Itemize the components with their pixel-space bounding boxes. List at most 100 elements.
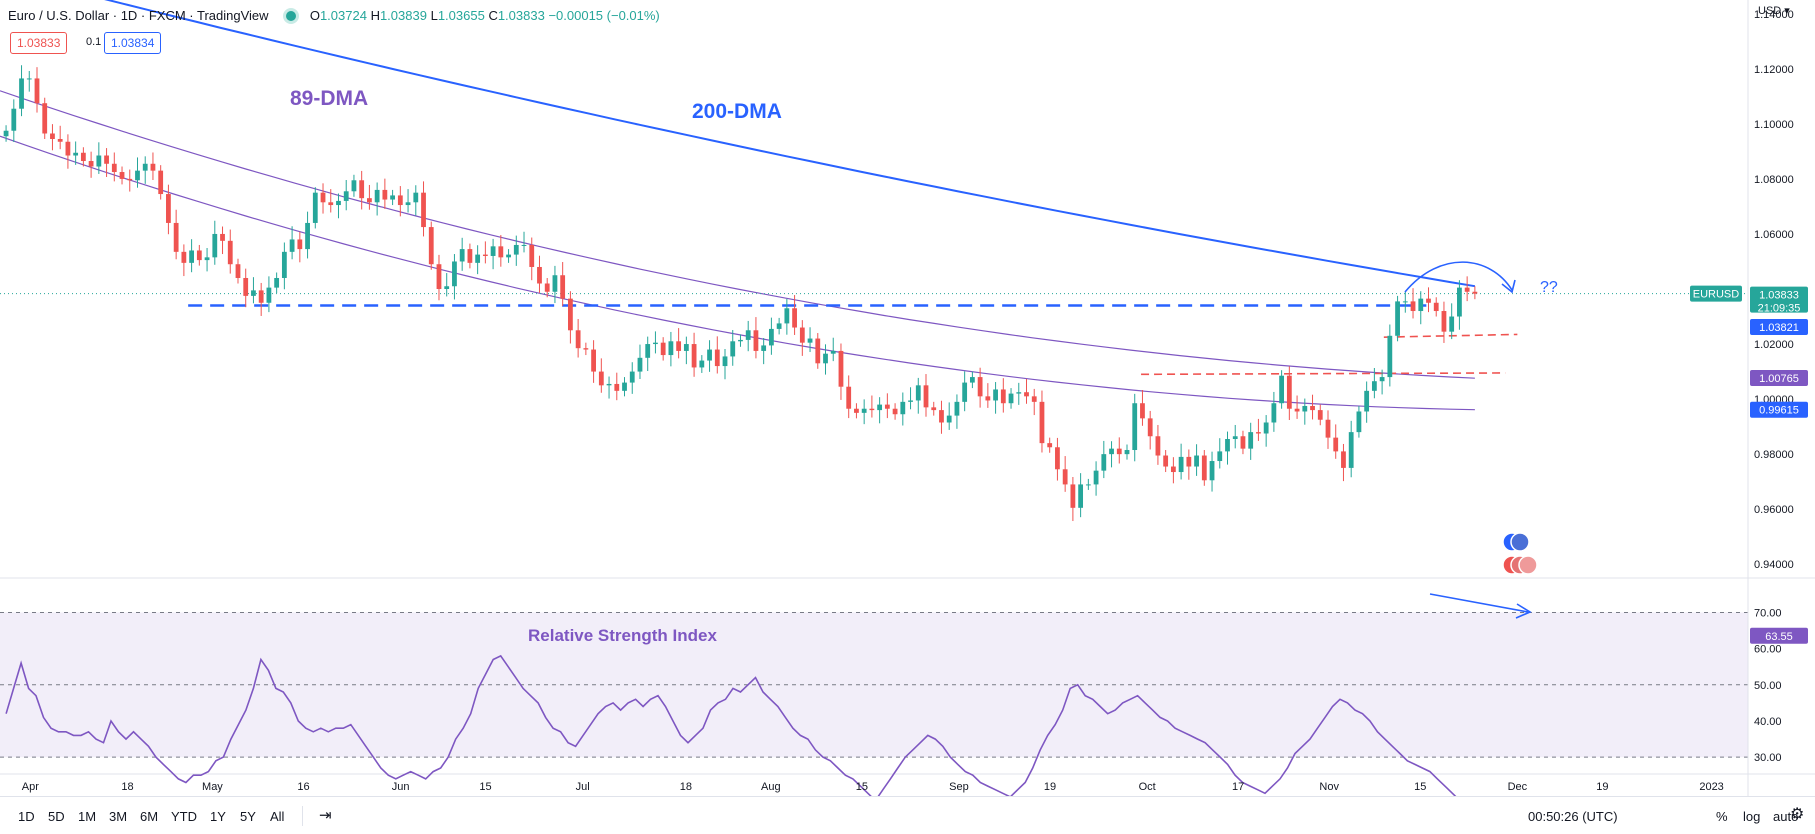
annotation-layer: 89-DMA 200-DMA?? Relative Strength Index — [290, 87, 1558, 645]
candle-body — [1356, 411, 1362, 433]
candle-body — [1047, 443, 1053, 448]
candle-body — [1294, 408, 1300, 412]
candle-body — [645, 344, 651, 358]
candle-body — [699, 360, 705, 368]
timeframe-3m[interactable]: 3M — [109, 809, 128, 824]
candle-body — [908, 400, 913, 402]
candle-body — [452, 261, 457, 287]
candle-body — [204, 257, 210, 261]
candle-body — [19, 78, 24, 109]
rsi-annotation: Relative Strength Index — [528, 626, 717, 645]
candle-body — [119, 172, 125, 179]
candle-body — [173, 222, 179, 252]
candle-body — [1348, 432, 1354, 468]
last-price-tag-text: 21:09:35 — [1758, 303, 1801, 315]
candle-body — [1387, 335, 1393, 378]
candle-body — [846, 386, 852, 409]
timeframe-ytd[interactable]: YTD — [171, 809, 197, 824]
candle-body — [1147, 418, 1153, 437]
date-range-divider — [302, 806, 303, 826]
dma-89-annotation: 89-DMA — [290, 87, 368, 110]
ohlc-open: 1.03724 — [319, 8, 367, 23]
candle-body — [467, 249, 473, 263]
percent-toggle[interactable]: % — [1716, 809, 1728, 824]
time-tick-label: Sep — [949, 781, 969, 793]
candle-body — [444, 286, 450, 289]
candle-body — [1364, 390, 1370, 412]
candle-body — [42, 103, 48, 134]
timeframe-all[interactable]: All — [270, 809, 285, 824]
candle-body — [799, 327, 805, 343]
auto-toggle[interactable]: auto — [1773, 809, 1799, 824]
rsi-tick-label: 30.00 — [1754, 752, 1782, 764]
resistance-line-upper — [1383, 333, 1518, 338]
candle-body — [1201, 455, 1207, 481]
candle-body — [1116, 448, 1122, 455]
timeframe-5y[interactable]: 5Y — [240, 809, 256, 824]
candle-body — [691, 344, 697, 368]
candle-body — [1178, 456, 1184, 473]
candle-body — [189, 250, 194, 263]
candle-body — [1008, 393, 1014, 404]
candle-body — [281, 251, 287, 278]
time-tick-label: 15 — [1414, 781, 1426, 793]
timeframe-1y[interactable]: 1Y — [210, 809, 226, 824]
rsi-divergence-arrowhead — [1515, 603, 1532, 619]
chart-canvas[interactable]: 89-DMA 200-DMA?? Relative Strength Index 1… — [0, 0, 1815, 796]
dma89-upper-price-tag — [1750, 370, 1808, 387]
timeframe-1d[interactable]: 1D — [18, 809, 35, 824]
candle-body — [490, 246, 496, 256]
candle-body — [931, 407, 937, 411]
time-axis: Apr 18 May 16 Jun 15 Jul 18 Aug 15 Sep 19 Oct 17 Nov 15… — [22, 781, 1724, 793]
candle-body — [939, 410, 944, 423]
candle-body — [482, 254, 488, 256]
settings-gear-icon[interactable]: ⚙ — [1790, 806, 1805, 823]
candle-body — [730, 341, 736, 357]
candle-body — [1225, 439, 1230, 452]
candle-body — [266, 287, 272, 303]
candle-body — [714, 349, 720, 367]
candle-body — [1371, 381, 1377, 391]
candle-body — [513, 244, 519, 255]
rsi-tick-label: 70.00 — [1754, 607, 1782, 619]
candle-body — [606, 383, 612, 386]
candle-body — [1101, 454, 1107, 471]
symbol-title[interactable]: Euro / U.S. Dollar · 1D · FXCM · Trading… — [8, 8, 269, 23]
candle-body — [1310, 405, 1315, 411]
candle-body — [1279, 375, 1285, 404]
candle-body — [830, 350, 836, 354]
time-tick-label: Jul — [576, 781, 590, 793]
utc-clock[interactable]: 00:50:26 (UTC) — [1528, 809, 1618, 824]
dma-200-line — [104, 0, 1476, 288]
candle-body — [854, 408, 859, 413]
candle-body — [1124, 450, 1130, 455]
timeframe-1m[interactable]: 1M — [78, 809, 97, 824]
candle-body — [1410, 301, 1416, 312]
candle-body — [653, 342, 658, 345]
buy-price-button[interactable]: 1.03834 — [104, 32, 162, 54]
candle-body — [753, 330, 759, 351]
timeframe-6m[interactable]: 6M — [140, 809, 159, 824]
candle-body — [212, 233, 218, 258]
goto-date-icon[interactable]: ⇥ — [319, 807, 332, 824]
candle-body — [336, 200, 341, 206]
sell-price-button[interactable]: 1.03833 — [10, 32, 68, 54]
currency-selector[interactable]: USD ▾ — [1758, 4, 1790, 17]
time-tick-label: Apr — [22, 781, 39, 793]
candle-body — [181, 251, 187, 263]
candle-body — [954, 401, 960, 416]
price-tick-label: 0.98000 — [1754, 449, 1794, 461]
candle-body — [436, 264, 442, 289]
candle-body — [1402, 301, 1408, 303]
ohlc-high: 1.03839 — [379, 8, 427, 23]
price-tick-label: 1.08000 — [1754, 174, 1794, 186]
symbol-tag-text: EURUSD — [1693, 289, 1740, 301]
rsi-divergence-arrow — [1429, 593, 1529, 613]
candle-body — [529, 244, 535, 267]
time-tick-label: Dec — [1508, 781, 1528, 793]
candle-body — [1194, 455, 1199, 467]
candle-body — [776, 323, 782, 329]
candle-body — [1132, 403, 1138, 451]
timeframe-5d[interactable]: 5D — [48, 809, 65, 824]
log-toggle[interactable]: log — [1743, 809, 1761, 824]
